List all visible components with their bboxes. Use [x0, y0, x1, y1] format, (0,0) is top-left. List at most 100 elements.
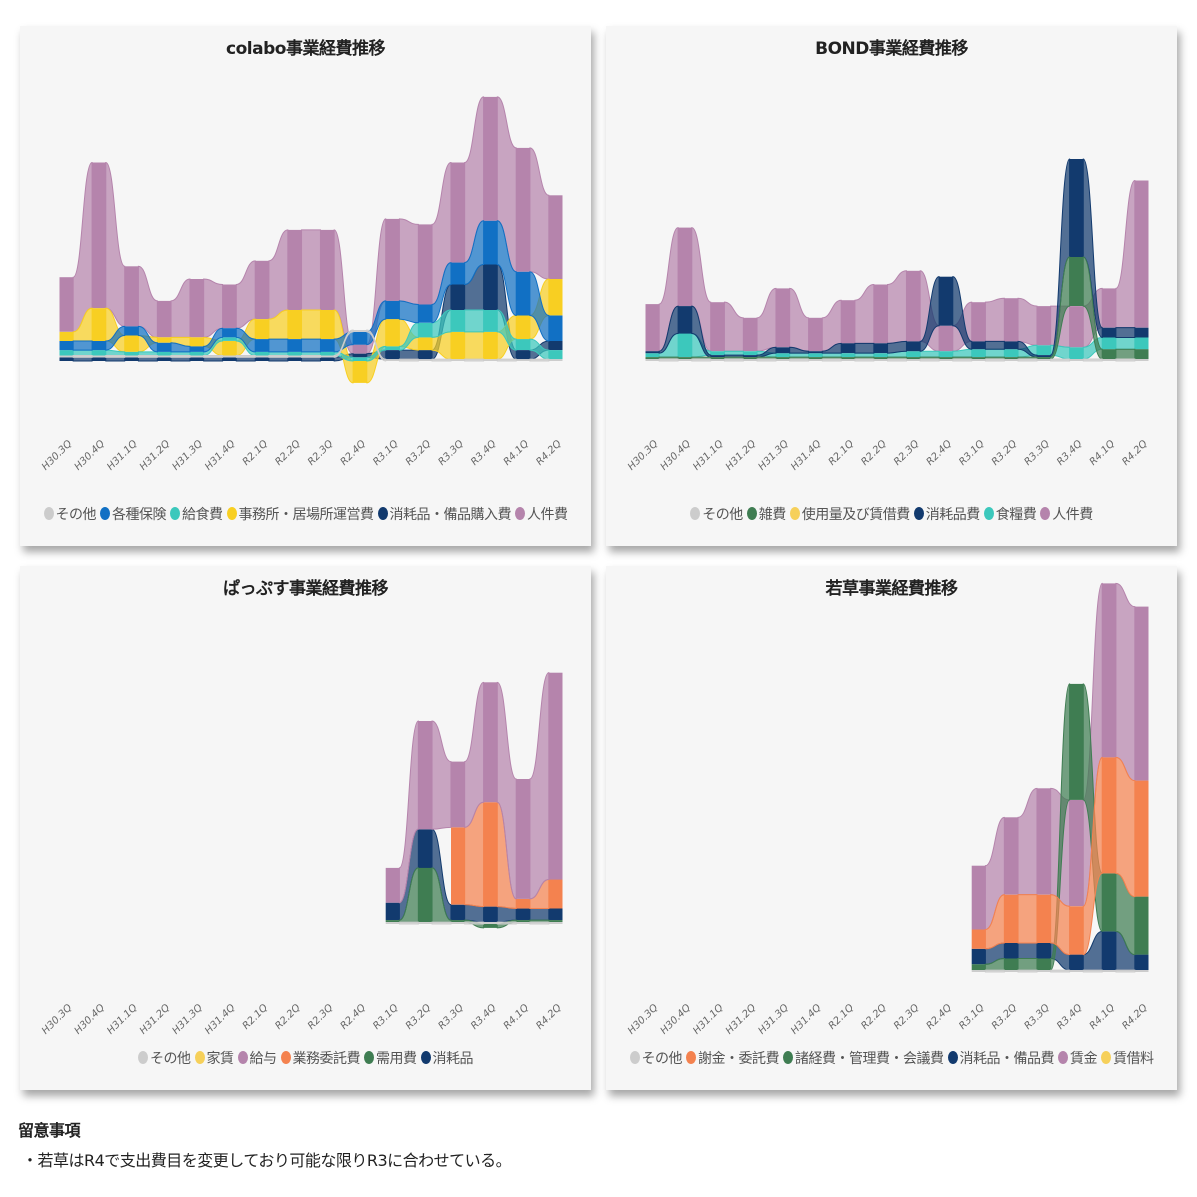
- ribbon-bar-purple-R3.1Q[interactable]: [971, 302, 986, 342]
- ribbon-bar-gray-R3.3Q[interactable]: [1037, 359, 1051, 361]
- ribbon-bar-blue-H30.3Q[interactable]: [59, 341, 74, 351]
- ribbon-bar-gray-R4.2Q[interactable]: [548, 359, 563, 361]
- ribbon-bar-yellow-H31.4Q[interactable]: [222, 341, 237, 356]
- ribbon-bar-navy-R3.2Q[interactable]: [418, 829, 432, 868]
- ribbon-bar-green-R3.4Q[interactable]: [483, 924, 498, 928]
- ribbon-bar-teal-R3.4Q[interactable]: [483, 310, 498, 332]
- legend-item[interactable]: 使用量及び賃借費: [789, 504, 910, 524]
- ribbon-bar-yellow-R3.4Q[interactable]: [483, 331, 498, 360]
- ribbon-bar-purple-H31.1Q[interactable]: [124, 266, 139, 327]
- legend-item[interactable]: 賃金: [1058, 1048, 1098, 1068]
- ribbon-bar-purple-R2.3Q[interactable]: [906, 270, 921, 342]
- legend-item[interactable]: 謝金・委託費: [686, 1048, 780, 1068]
- ribbon-bar-teal-R3.3Q[interactable]: [1037, 345, 1051, 356]
- ribbon-bar-purple-R3.1Q[interactable]: [385, 218, 400, 301]
- ribbon-bar-navy-R3.3Q[interactable]: [451, 284, 465, 311]
- ribbon-bar-navy-R4.1Q[interactable]: [516, 908, 530, 921]
- ribbon-bar-navy-R2.1Q[interactable]: [255, 357, 269, 361]
- ribbon-bar-green-R2.1Q[interactable]: [841, 357, 855, 360]
- ribbon-bar-purple-R4.2Q[interactable]: [1134, 606, 1149, 781]
- ribbon-bar-green-R3.2Q[interactable]: [1004, 958, 1018, 971]
- ribbon-bar-blue-R2.4Q[interactable]: [353, 331, 367, 345]
- ribbon-bar-purple-R3.4Q[interactable]: [1069, 799, 1084, 907]
- legend-item[interactable]: 消耗品: [420, 1048, 473, 1068]
- legend-item[interactable]: 業務委託費: [280, 1048, 360, 1068]
- ribbon-bar-purple-H30.3Q[interactable]: [645, 304, 660, 352]
- ribbon-bar-yellow-H30.4Q[interactable]: [92, 308, 106, 341]
- ribbon-bar-navy-R4.2Q[interactable]: [1134, 954, 1149, 971]
- ribbon-bar-navy-R3.1Q[interactable]: [971, 948, 986, 965]
- ribbon-bar-navy-R3.2Q[interactable]: [1004, 341, 1018, 350]
- ribbon-bar-navy-R4.2Q[interactable]: [1134, 327, 1149, 338]
- ribbon-bar-blue-R3.1Q[interactable]: [385, 300, 400, 320]
- ribbon-bar-gray-R3.4Q[interactable]: [483, 359, 498, 361]
- ribbon-bar-blue-R4.1Q[interactable]: [516, 271, 530, 316]
- ribbon-bar-gray-H31.1Q[interactable]: [124, 355, 139, 358]
- ribbon-bar-purple-R4.2Q[interactable]: [548, 195, 563, 280]
- legend-item[interactable]: 事務所・居場所運営費: [226, 504, 374, 524]
- ribbon-bar-navy-R3.3Q[interactable]: [1037, 943, 1051, 959]
- ribbon-bar-gray-R2.1Q[interactable]: [841, 359, 855, 361]
- ribbon-bar-purple-R3.3Q[interactable]: [1037, 306, 1051, 346]
- legend-item[interactable]: その他: [690, 504, 743, 524]
- ribbon-bar-blue-R3.2Q[interactable]: [418, 304, 432, 323]
- ribbon-bar-blue-H31.1Q[interactable]: [124, 326, 139, 336]
- ribbon-bar-purple-R3.3Q[interactable]: [451, 761, 465, 828]
- ribbon-bar-purple-H31.4Q[interactable]: [808, 317, 823, 352]
- ribbon-bar-navy-R3.4Q[interactable]: [483, 264, 498, 311]
- ribbon-bar-purple-R2.4Q[interactable]: [353, 344, 367, 354]
- ribbon-bar-gray-H31.4Q[interactable]: [222, 355, 237, 358]
- ribbon-bar-purple-R4.1Q[interactable]: [516, 147, 530, 272]
- ribbon-bar-teal-R3.2Q[interactable]: [418, 322, 432, 338]
- ribbon-bar-gray-H30.4Q[interactable]: [678, 359, 692, 361]
- ribbon-bar-teal-H31.3Q[interactable]: [190, 351, 204, 356]
- ribbon-bar-purple-R3.2Q[interactable]: [418, 224, 432, 305]
- ribbon-bar-navy-H31.4Q[interactable]: [808, 351, 823, 354]
- ribbon-bar-purple-H30.4Q[interactable]: [678, 227, 692, 307]
- ribbon-bar-navy-R2.2Q[interactable]: [287, 357, 302, 361]
- ribbon-bar-purple-R2.1Q[interactable]: [841, 300, 855, 344]
- ribbon-bar-green-R3.3Q[interactable]: [1037, 958, 1051, 971]
- legend-item[interactable]: その他: [43, 504, 96, 524]
- ribbon-bar-gray-R3.2Q[interactable]: [418, 359, 432, 361]
- ribbon-bar-navy-R3.4Q[interactable]: [1069, 954, 1084, 971]
- ribbon-bar-gray-R2.4Q[interactable]: [939, 359, 953, 361]
- ribbon-bar-navy-H31.3Q[interactable]: [776, 347, 790, 354]
- ribbon-bar-teal-H30.4Q[interactable]: [92, 350, 106, 356]
- ribbon-bar-green-R4.2Q[interactable]: [1134, 896, 1149, 955]
- ribbon-bar-navy-R2.1Q[interactable]: [841, 343, 855, 354]
- legend-item[interactable]: その他: [138, 1048, 191, 1068]
- ribbon-bar-green-H31.3Q[interactable]: [776, 357, 790, 360]
- ribbon-bar-navy-R3.3Q[interactable]: [451, 904, 465, 921]
- ribbon-bar-teal-R2.4Q[interactable]: [939, 351, 953, 358]
- ribbon-bar-navy-H30.3Q[interactable]: [59, 357, 74, 361]
- ribbon-bar-green-R3.2Q[interactable]: [1004, 357, 1018, 360]
- ribbon-bar-navy-R4.1Q[interactable]: [516, 350, 530, 360]
- ribbon-bar-purple-R2.2Q[interactable]: [873, 284, 888, 344]
- ribbon-bar-gray-R3.3Q[interactable]: [451, 359, 465, 361]
- ribbon-bar-green-R3.1Q[interactable]: [971, 964, 986, 971]
- ribbon-bar-teal-H31.2Q[interactable]: [743, 351, 757, 356]
- ribbon-bar-blue-R2.2Q[interactable]: [287, 339, 302, 352]
- ribbon-bar-navy-H31.4Q[interactable]: [222, 357, 237, 361]
- ribbon-bar-navy-H31.1Q[interactable]: [710, 355, 725, 358]
- legend-item[interactable]: 各種保険: [100, 504, 167, 524]
- ribbon-bar-blue-H30.4Q[interactable]: [92, 341, 106, 351]
- ribbon-bar-purple-R3.4Q[interactable]: [483, 682, 498, 803]
- ribbon-bar-purple-R4.2Q[interactable]: [548, 672, 563, 880]
- ribbon-bar-navy-R2.4Q[interactable]: [353, 353, 367, 358]
- ribbon-bar-gray-R2.1Q[interactable]: [255, 355, 269, 358]
- ribbon-bar-green-H30.4Q[interactable]: [678, 357, 692, 360]
- ribbon-bar-teal-R2.2Q[interactable]: [873, 353, 888, 358]
- ribbon-bar-gray-H31.4Q[interactable]: [808, 359, 823, 361]
- ribbon-bar-yellow-H30.3Q[interactable]: [59, 331, 74, 341]
- ribbon-bar-green-R3.2Q[interactable]: [418, 867, 432, 922]
- ribbon-bar-gray-R2.3Q[interactable]: [320, 355, 335, 358]
- ribbon-bar-gray-R3.2Q[interactable]: [1004, 359, 1018, 361]
- ribbon-bar-gray-H31.1Q[interactable]: [710, 359, 725, 361]
- ribbon-bar-yellow-H31.3Q[interactable]: [190, 337, 204, 347]
- ribbon-bar-yellow-R3.2Q[interactable]: [418, 337, 432, 351]
- ribbon-bar-green-R4.1Q[interactable]: [516, 920, 530, 922]
- ribbon-bar-teal-R2.1Q[interactable]: [841, 353, 855, 358]
- ribbon-bar-navy-R3.1Q[interactable]: [385, 350, 400, 360]
